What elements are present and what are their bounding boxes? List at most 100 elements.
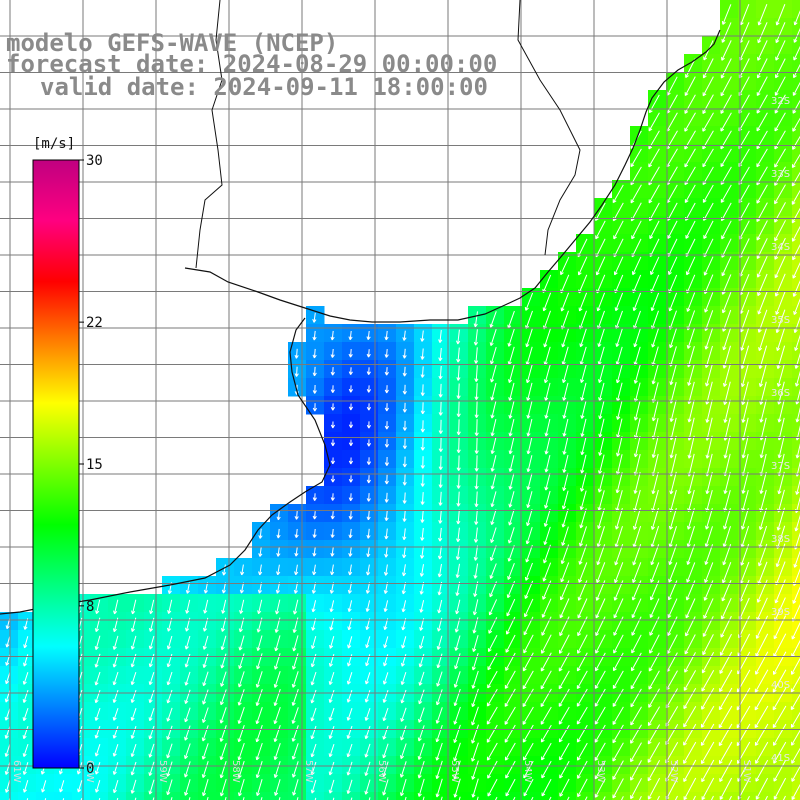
wind-arrow <box>453 724 461 744</box>
wind-arrow <box>594 742 606 761</box>
wind-arrow <box>560 562 570 583</box>
wind-arrow <box>435 724 443 743</box>
wind-arrow <box>773 759 787 782</box>
wind-arrow <box>435 707 443 724</box>
wind-arrow <box>490 382 497 401</box>
wind-speed-cell <box>792 666 800 685</box>
wind-arrow <box>687 507 695 530</box>
wind-speed-cell <box>90 792 109 800</box>
wind-arrow <box>561 526 569 546</box>
wind-arrow <box>577 634 588 654</box>
wind-arrow <box>562 364 569 384</box>
wind-arrow <box>329 636 335 649</box>
wind-arrow <box>685 220 696 239</box>
wind-arrow <box>633 364 641 384</box>
wind-arrow <box>648 670 660 690</box>
wind-arrow <box>490 437 497 455</box>
wind-arrow <box>507 328 515 347</box>
wind-arrow <box>130 725 137 739</box>
wind-arrow <box>702 634 714 656</box>
latitude-label: 38S <box>771 534 790 545</box>
wind-speed-cell <box>792 414 800 433</box>
wind-arrow <box>793 63 800 79</box>
longitude-label: 58W <box>230 760 241 783</box>
wind-arrow <box>505 778 516 797</box>
wind-arrow <box>540 724 552 743</box>
wind-arrow <box>596 544 606 566</box>
wind-arrow <box>649 598 660 618</box>
wind-arrow <box>166 707 173 722</box>
wind-arrow <box>347 600 353 613</box>
wind-arrow <box>417 743 425 760</box>
wind-arrow <box>541 742 552 761</box>
wind-arrow <box>23 636 29 649</box>
wind-arrow <box>648 652 660 672</box>
wind-arrow <box>312 546 317 557</box>
latitude-label: 36S <box>771 388 790 399</box>
wind-arrow <box>456 347 461 363</box>
wind-arrow <box>667 220 678 239</box>
wind-arrow <box>525 328 533 348</box>
wind-arrow <box>630 688 642 708</box>
wind-arrow <box>219 743 227 761</box>
wind-arrow <box>544 436 551 455</box>
latitude-label: 41S <box>771 753 790 764</box>
wind-arrow <box>473 329 479 346</box>
wind-arrow <box>418 671 425 686</box>
wind-speed-cell <box>648 792 667 800</box>
wind-arrow <box>474 383 479 401</box>
wind-arrow <box>525 526 533 545</box>
wind-arrow <box>705 435 713 459</box>
wind-arrow <box>294 546 299 557</box>
wind-arrow <box>721 292 732 314</box>
wind-arrow <box>220 671 227 687</box>
wind-arrow <box>722 544 732 566</box>
wind-arrow <box>402 366 407 377</box>
wind-arrow <box>401 600 407 613</box>
wind-arrow <box>474 455 479 472</box>
wind-arrow <box>633 436 641 458</box>
wind-speed-cell <box>612 792 631 800</box>
wind-arrow <box>756 255 768 278</box>
wind-arrow <box>580 472 587 492</box>
wind-arrow <box>757 40 768 61</box>
wind-arrow <box>291 743 299 760</box>
wind-arrow <box>701 759 715 783</box>
wind-arrow <box>420 546 425 559</box>
wind-arrow <box>647 724 661 745</box>
wind-arrow <box>294 564 299 576</box>
wind-arrow <box>383 600 389 613</box>
wind-arrow <box>755 741 769 764</box>
wind-arrow <box>612 184 624 204</box>
wind-speed-cell <box>792 108 800 127</box>
wind-arrow <box>312 312 317 323</box>
wind-speed-cell <box>792 0 800 19</box>
wind-arrow <box>669 399 677 422</box>
longitude-label: 59W <box>157 760 168 783</box>
wind-arrow <box>471 706 479 726</box>
wind-arrow <box>490 400 497 419</box>
wind-arrow <box>328 689 335 703</box>
wind-arrow <box>526 455 533 473</box>
wind-arrow <box>594 670 606 689</box>
wind-arrow <box>94 635 101 650</box>
wind-arrow <box>453 688 461 707</box>
wind-arrow <box>721 220 732 240</box>
wind-arrow <box>294 528 299 538</box>
wind-arrow <box>791 207 800 224</box>
wind-arrow <box>775 543 786 568</box>
wind-arrow <box>650 562 660 583</box>
wind-speed-cell <box>666 792 685 800</box>
wind-arrow <box>723 508 731 530</box>
wind-arrow <box>612 742 624 762</box>
wind-arrow <box>22 672 29 685</box>
wind-arrow <box>541 760 552 779</box>
colorbar-gradient <box>32 159 80 769</box>
wind-arrow <box>330 511 335 520</box>
wind-arrow <box>384 385 389 394</box>
wind-arrow <box>669 328 677 349</box>
wind-arrow <box>792 99 800 114</box>
wind-arrow <box>401 564 407 577</box>
wind-arrow <box>456 383 461 399</box>
wind-arrow <box>647 760 661 782</box>
